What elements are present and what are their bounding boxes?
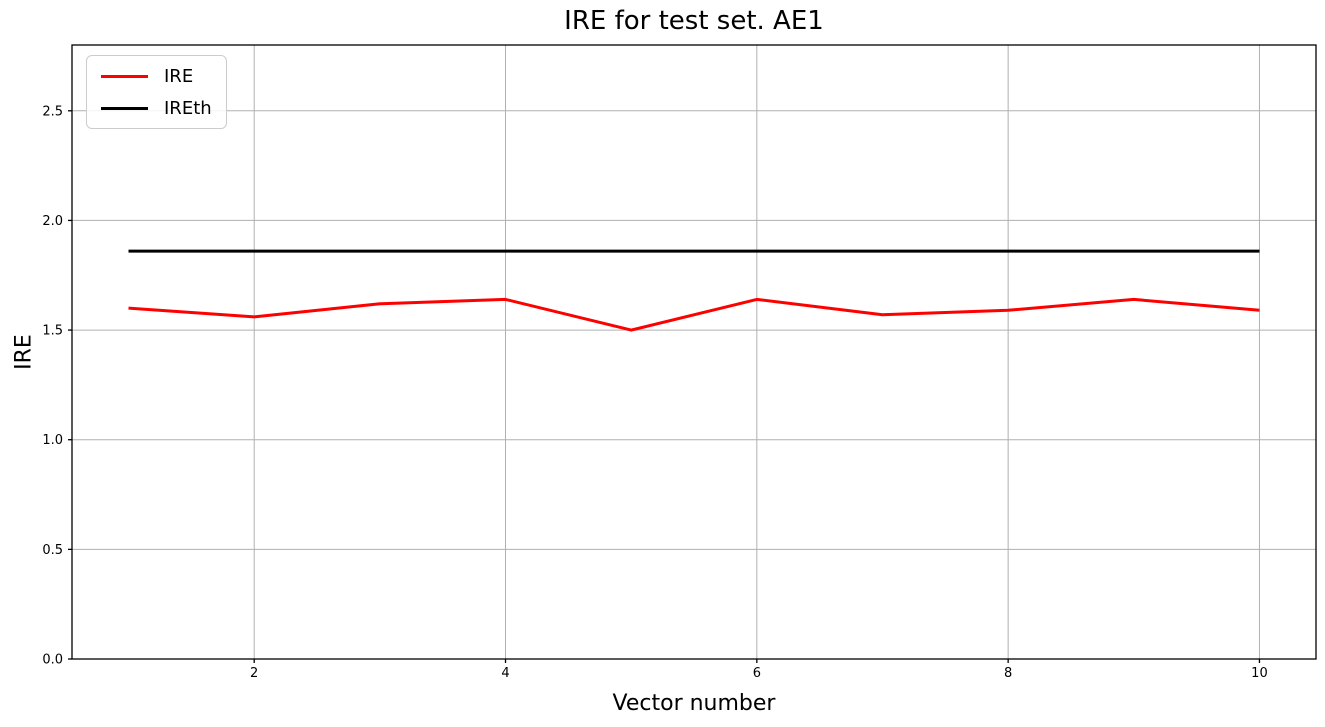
x-tick-label: 10 <box>1251 666 1268 681</box>
axes-border <box>71 44 1317 660</box>
legend-entry-IRE: IRE <box>101 63 212 89</box>
y-tick-label: 1.5 <box>42 324 63 339</box>
legend-entry-IREth: IREth <box>101 95 212 121</box>
y-tick-label: 2.0 <box>42 214 63 229</box>
y-axis-label: IRE <box>11 334 37 370</box>
y-tick-label: 1.0 <box>42 433 63 448</box>
legend-label: IREth <box>164 97 212 119</box>
x-tick-label: 4 <box>501 666 509 681</box>
legend-label: IRE <box>164 65 194 87</box>
x-tick-label: 2 <box>250 666 258 681</box>
y-tick-label: 2.5 <box>42 104 63 119</box>
legend-line-sample <box>101 74 148 78</box>
x-tick-label: 8 <box>1004 666 1012 681</box>
y-tick-label: 0.5 <box>42 543 63 558</box>
x-axis-label: Vector number <box>612 691 776 716</box>
x-tick-label: 6 <box>753 666 761 681</box>
legend-line-sample <box>101 106 148 110</box>
y-tick-label: 0.0 <box>42 653 63 668</box>
series-line-IRE <box>128 297 1260 332</box>
chart-title: IRE for test set. AE1 <box>564 6 824 36</box>
legend: IRE IREth <box>86 55 227 129</box>
